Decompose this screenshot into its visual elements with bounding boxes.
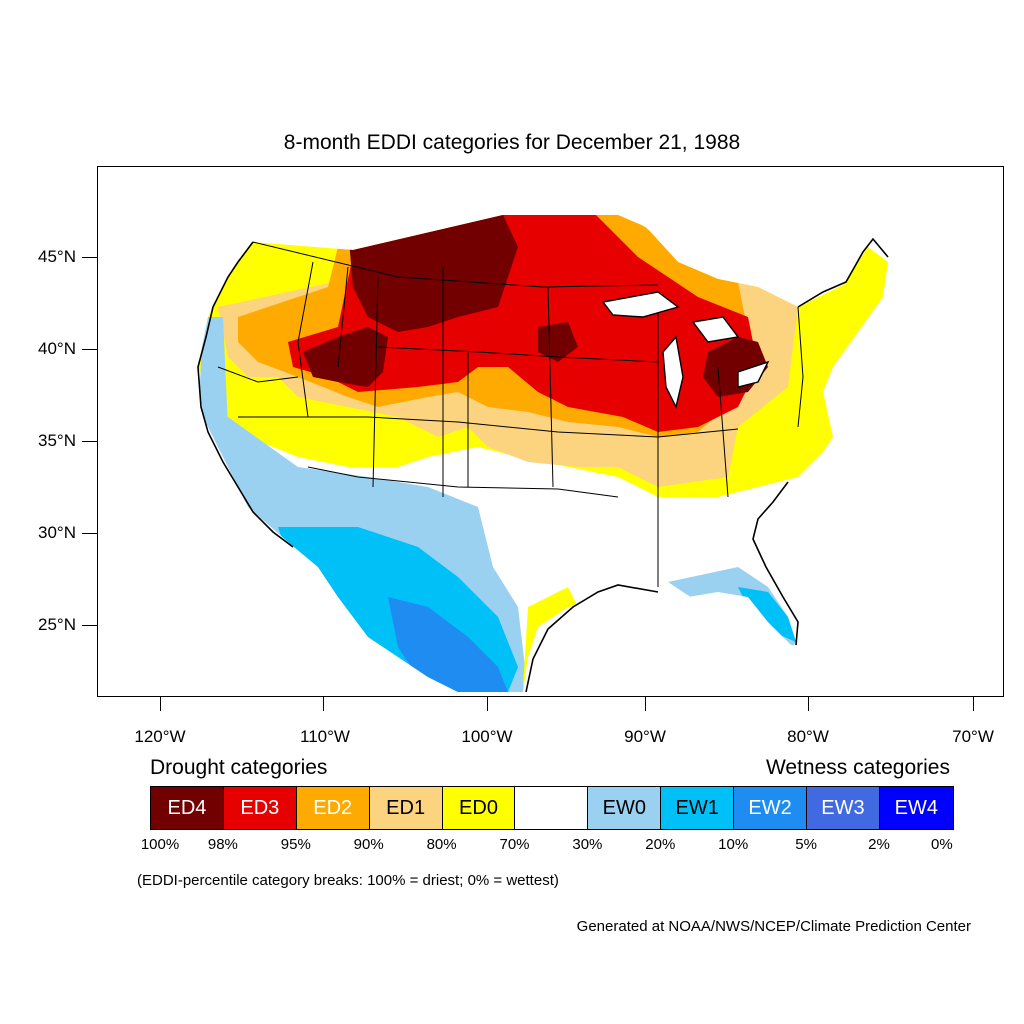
lon-tick: [160, 697, 161, 711]
map-canvas: [197, 215, 889, 693]
break-label: 95%: [280, 836, 311, 853]
legend-swatch-ed1: ED1: [369, 787, 443, 829]
legend-swatch-ew0: EW0: [588, 787, 662, 829]
break-label: 10%: [718, 836, 749, 853]
lat-tick: [82, 533, 97, 534]
eddi-category-fields: [198, 215, 888, 692]
break-label: 20%: [645, 836, 676, 853]
lon-label-70w: 70°W: [952, 727, 994, 746]
credit-line: Generated at NOAA/NWS/NCEP/Climate Predi…: [576, 918, 971, 935]
legend-swatch-ew2: EW2: [734, 787, 808, 829]
break-label: 0%: [931, 836, 953, 853]
lat-tick: [82, 441, 97, 442]
category-note: (EDDI-percentile category breaks: 100% =…: [137, 872, 559, 889]
break-label: 5%: [795, 836, 817, 853]
lon-label-100w: 100°W: [461, 727, 513, 746]
lat-label-45: 45°N: [38, 247, 76, 266]
break-label: 30%: [572, 836, 603, 853]
legend-swatch-ew4: EW4: [879, 787, 953, 829]
legend-swatch-ew3: EW3: [807, 787, 880, 829]
lat-tick: [82, 349, 97, 350]
legend-swatch-ed0: ED0: [442, 787, 516, 829]
lon-label-90w: 90°W: [624, 727, 666, 746]
great-lakes: [601, 291, 770, 410]
lat-label-40: 40°N: [38, 339, 76, 358]
lat-tick: [82, 257, 97, 258]
drought-categories-heading: Drought categories: [150, 756, 328, 779]
break-label: 80%: [426, 836, 457, 853]
legend-swatch-ed3: ED3: [223, 787, 297, 829]
break-label: 70%: [499, 836, 530, 853]
lat-label-30: 30°N: [38, 523, 76, 542]
break-label: 100%: [140, 836, 180, 853]
lat-label-25: 25°N: [38, 615, 76, 634]
lat-tick: [82, 625, 97, 626]
break-label: 90%: [353, 836, 384, 853]
wetness-categories-heading: Wetness categories: [765, 756, 950, 779]
category-legend: ED4 ED3 ED2 ED1 ED0 EW0 EW1 EW2 EW3 EW4: [150, 786, 954, 830]
legend-swatch-ed4: ED4: [151, 787, 224, 829]
lat-label-35: 35°N: [38, 431, 76, 450]
lon-tick: [323, 697, 324, 711]
state-boundaries: [217, 241, 804, 587]
break-label: 2%: [868, 836, 890, 853]
legend-swatch-ew1: EW1: [661, 787, 735, 829]
lon-label-80w: 80°W: [787, 727, 829, 746]
chart-title: 8-month EDDI categories for December 21,…: [283, 131, 741, 154]
eddi-map: [97, 166, 1004, 697]
lon-label-110w: 110°W: [300, 727, 350, 746]
legend-swatch-ed2: ED2: [296, 787, 370, 829]
break-label: 98%: [207, 836, 238, 853]
coastlines: [197, 237, 889, 693]
lon-label-120w: 120°W: [134, 727, 186, 746]
lon-tick: [645, 697, 646, 711]
lon-tick: [487, 697, 488, 711]
legend-swatch-neutral: [515, 787, 589, 829]
lon-tick: [808, 697, 809, 711]
lon-tick: [973, 697, 974, 711]
